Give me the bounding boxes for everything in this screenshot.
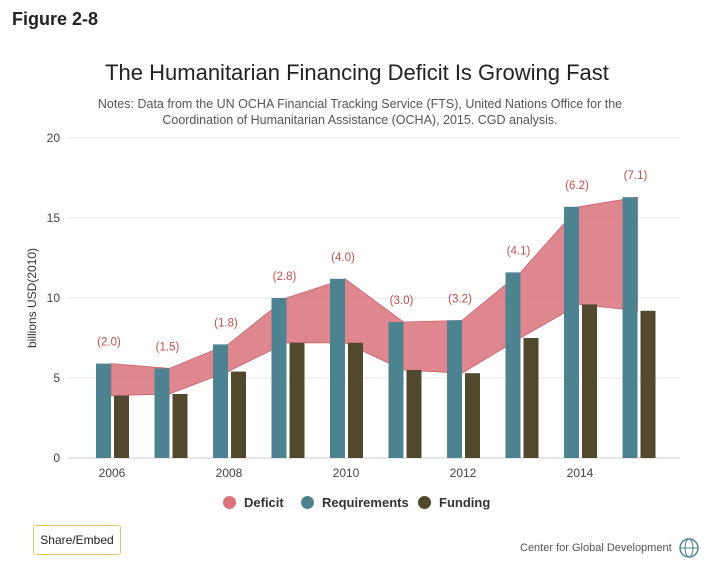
funding-bar xyxy=(523,338,539,458)
legend-deficit-swatch xyxy=(223,496,236,509)
y-tick-label: 20 xyxy=(47,131,61,145)
globe-icon xyxy=(678,538,699,558)
legend-deficit-label: Deficit xyxy=(244,495,284,510)
chart-notes: Notes: Data from the UN OCHA Financial T… xyxy=(97,97,623,127)
chart-title: The Humanitarian Financing Deficit Is Gr… xyxy=(105,60,609,85)
deficit-data-label: (2.0) xyxy=(97,337,121,349)
requirements-bar xyxy=(271,298,287,458)
requirements-bar xyxy=(447,320,462,458)
legend-funding[interactable]: Funding xyxy=(418,495,490,510)
requirements-bar xyxy=(330,278,345,458)
requirements-bar xyxy=(505,272,521,458)
x-tick-label: 2008 xyxy=(216,466,243,480)
x-tick-label: 2014 xyxy=(567,466,594,480)
deficit-data-label: (3.0) xyxy=(390,295,414,307)
funding-bar xyxy=(465,373,480,458)
chart-plot: 0 5 10 15 20 billions USD(2010) 2006 2008 2010 20… xyxy=(25,131,680,480)
deficit-data-label: (3.2) xyxy=(448,293,472,305)
figure-label: Figure 2-8 xyxy=(12,9,99,29)
funding-bar xyxy=(348,342,363,458)
funding-bar xyxy=(289,342,305,458)
share-embed-button[interactable]: Share/Embed xyxy=(33,525,121,555)
deficit-data-label: (2.8) xyxy=(273,271,297,283)
requirements-bar xyxy=(388,322,404,458)
x-tick-label: 2010 xyxy=(333,466,360,480)
funding-bar xyxy=(114,395,129,458)
y-tick-label: 0 xyxy=(53,451,60,465)
requirements-bar xyxy=(96,363,111,458)
legend-requirements[interactable]: Requirements xyxy=(301,495,409,510)
requirements-bar xyxy=(622,197,638,458)
legend-requirements-swatch xyxy=(301,496,314,509)
legend-funding-swatch xyxy=(418,496,431,509)
deficit-data-label: (7.1) xyxy=(624,170,648,182)
x-tick-label: 2012 xyxy=(450,466,477,480)
deficit-data-label: (4.0) xyxy=(331,252,355,264)
requirements-bar xyxy=(213,344,228,458)
legend-deficit[interactable]: Deficit xyxy=(223,495,284,510)
deficit-data-label: (6.2) xyxy=(565,180,589,192)
y-axis-label: billions USD(2010) xyxy=(25,248,39,348)
deficit-data-label: (4.1) xyxy=(507,245,531,257)
funding-bar xyxy=(406,370,422,458)
legend-funding-label: Funding xyxy=(439,495,491,510)
funding-bar xyxy=(231,371,246,458)
requirements-bar xyxy=(564,206,579,458)
legend-requirements-label: Requirements xyxy=(322,495,409,510)
y-tick-label: 10 xyxy=(47,291,61,305)
x-tick-label: 2006 xyxy=(99,466,126,480)
credit-text: Center for Global Development xyxy=(520,542,672,554)
funding-bar xyxy=(640,310,656,458)
funding-bar xyxy=(582,304,597,458)
credit[interactable]: Center for Global Development xyxy=(520,537,700,559)
requirements-bar xyxy=(154,368,170,458)
funding-bar xyxy=(172,394,188,458)
deficit-data-label: (1.5) xyxy=(156,341,180,353)
deficit-area xyxy=(110,196,638,397)
y-tick-label: 5 xyxy=(53,371,60,385)
y-tick-label: 15 xyxy=(47,211,61,225)
deficit-data-label: (1.8) xyxy=(214,317,238,329)
